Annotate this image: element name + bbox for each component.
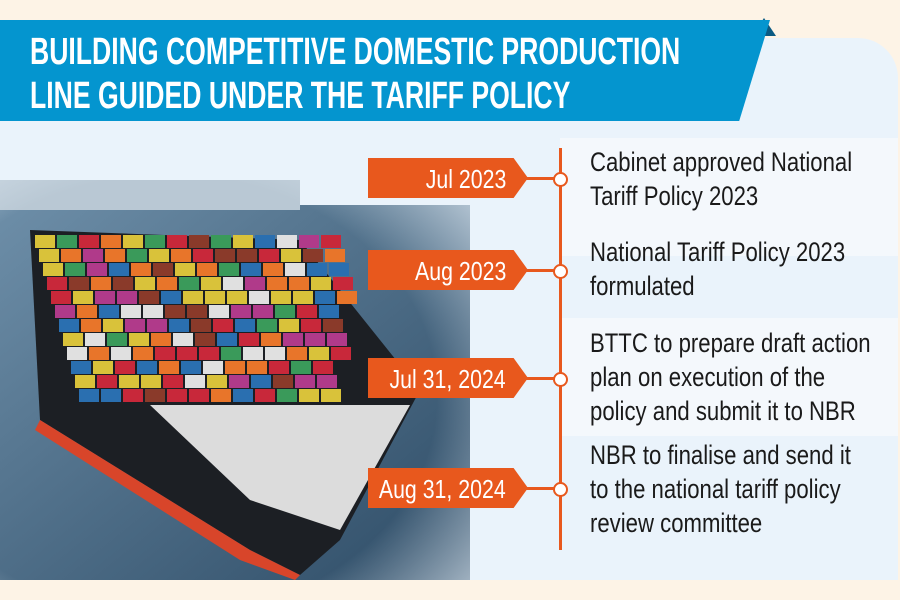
- date-tag: Jul 31, 2024: [368, 358, 528, 398]
- connector: [526, 377, 556, 380]
- row-stripe: [560, 318, 898, 436]
- event-description: Cabinet approved National Tariff Policy 2…: [590, 147, 853, 211]
- date-label: Jul 2023: [425, 164, 506, 194]
- date-label: Aug 2023: [414, 256, 506, 286]
- date-label: Aug 31, 2024: [379, 474, 506, 504]
- connector: [526, 269, 556, 272]
- timeline-node: [553, 172, 568, 187]
- timeline-axis: [559, 148, 562, 550]
- date-tag: Aug 31, 2024: [368, 468, 528, 508]
- row-stripe: [560, 138, 898, 256]
- event-description: NBR to finalise and send it to the nation…: [590, 440, 851, 538]
- timeline-node: [553, 264, 568, 279]
- date-tag: Aug 2023: [368, 250, 528, 290]
- connector: [526, 487, 556, 490]
- connector: [526, 177, 556, 180]
- date-label: Jul 31, 2024: [389, 364, 506, 394]
- title-banner: [0, 20, 770, 121]
- date-tag: Jul 2023: [368, 158, 528, 198]
- page-title: BUILDING COMPETITIVE DOMESTIC PRODUCTION…: [30, 30, 680, 118]
- timeline-node: [553, 482, 568, 497]
- title-line-2: LINE GUIDED UNDER THE TARIFF POLICY: [30, 75, 571, 117]
- event-description: BTTC to prepare draft action plan on exec…: [590, 328, 871, 426]
- event-description: National Tariff Policy 2023 formulated: [590, 237, 846, 301]
- title-line-1: BUILDING COMPETITIVE DOMESTIC PRODUCTION: [30, 31, 681, 73]
- timeline-node: [553, 372, 568, 387]
